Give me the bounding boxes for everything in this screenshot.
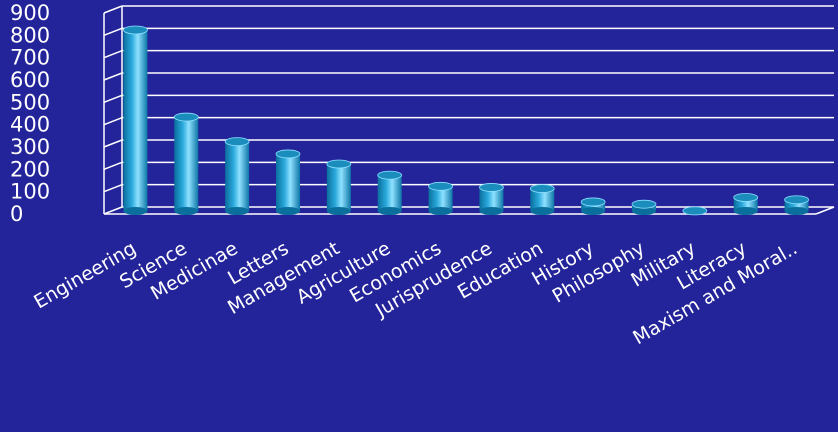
bar-base bbox=[225, 207, 250, 215]
bars bbox=[123, 25, 809, 216]
bar-base bbox=[733, 207, 758, 215]
bar bbox=[123, 25, 148, 215]
bar bbox=[682, 206, 708, 216]
gridline-diagonal bbox=[103, 139, 123, 148]
y-tick-label: 600 bbox=[10, 68, 50, 92]
bar-base bbox=[428, 207, 453, 215]
y-tick-label: 400 bbox=[10, 113, 50, 137]
bar bbox=[733, 193, 759, 215]
bar-base bbox=[123, 207, 148, 215]
bar-base bbox=[530, 207, 555, 215]
y-tick-label: 900 bbox=[10, 1, 50, 25]
bar bbox=[479, 183, 504, 215]
bar bbox=[326, 159, 352, 215]
y-tick-label: 300 bbox=[10, 135, 50, 159]
bar bbox=[173, 112, 199, 215]
bar bbox=[224, 137, 250, 215]
bar-body bbox=[377, 175, 402, 211]
bar bbox=[631, 199, 657, 215]
bar-body bbox=[479, 187, 504, 211]
bar-top bbox=[733, 193, 759, 202]
bar-base bbox=[326, 207, 351, 215]
bar-base bbox=[377, 207, 402, 215]
bar-base bbox=[784, 207, 809, 215]
bar-top bbox=[428, 181, 453, 191]
bar-base bbox=[581, 207, 606, 215]
bar-body bbox=[784, 199, 809, 211]
bar-top bbox=[377, 170, 403, 180]
bar-base bbox=[479, 207, 504, 215]
bar bbox=[275, 149, 301, 215]
gridline-diagonal bbox=[103, 161, 123, 171]
floor-right-edge bbox=[815, 206, 835, 215]
gridline-diagonal bbox=[103, 183, 123, 193]
bar-top bbox=[580, 197, 606, 207]
bar-base bbox=[632, 207, 656, 215]
y-tick-label: 700 bbox=[10, 46, 50, 70]
gridline-diagonal bbox=[103, 206, 123, 215]
bar bbox=[580, 197, 606, 215]
bar-body bbox=[276, 153, 300, 211]
bar-top bbox=[123, 25, 148, 35]
y-tick-label: 200 bbox=[10, 157, 50, 181]
gridline-diagonal bbox=[103, 49, 123, 59]
bar-top bbox=[479, 183, 504, 192]
y-tick-label: 100 bbox=[10, 180, 50, 204]
bar bbox=[529, 184, 555, 215]
bar-body bbox=[581, 201, 606, 211]
grid-layer bbox=[103, 5, 835, 215]
bar-top bbox=[631, 199, 657, 209]
bar-top bbox=[529, 184, 555, 193]
bar-top bbox=[173, 112, 199, 122]
bar-body bbox=[530, 188, 555, 211]
bar-body bbox=[123, 29, 148, 211]
bar-top bbox=[784, 195, 809, 205]
bar-body bbox=[225, 141, 250, 211]
bar bbox=[428, 181, 453, 215]
y-tick-label: 0 bbox=[10, 202, 23, 226]
gridline-diagonal bbox=[103, 27, 123, 37]
bar bbox=[377, 170, 403, 215]
gridline-diagonal bbox=[103, 116, 123, 126]
gridline-diagonal bbox=[103, 94, 123, 104]
gridline-diagonal bbox=[103, 5, 123, 14]
y-tick-label: 500 bbox=[10, 90, 50, 114]
bar-body bbox=[326, 163, 351, 211]
bar-base bbox=[276, 207, 300, 215]
bar-top bbox=[224, 137, 250, 147]
x-axis-labels: EngineeringScienceMedicinaeLettersManage… bbox=[30, 237, 801, 349]
bar-body bbox=[174, 117, 199, 211]
bar-top bbox=[275, 149, 301, 159]
bar-top bbox=[326, 159, 352, 169]
bar-top bbox=[682, 206, 708, 216]
bar-base bbox=[174, 207, 199, 215]
y-tick-label: 800 bbox=[10, 23, 50, 47]
bar bbox=[784, 195, 809, 215]
gridline-diagonal bbox=[103, 72, 123, 81]
